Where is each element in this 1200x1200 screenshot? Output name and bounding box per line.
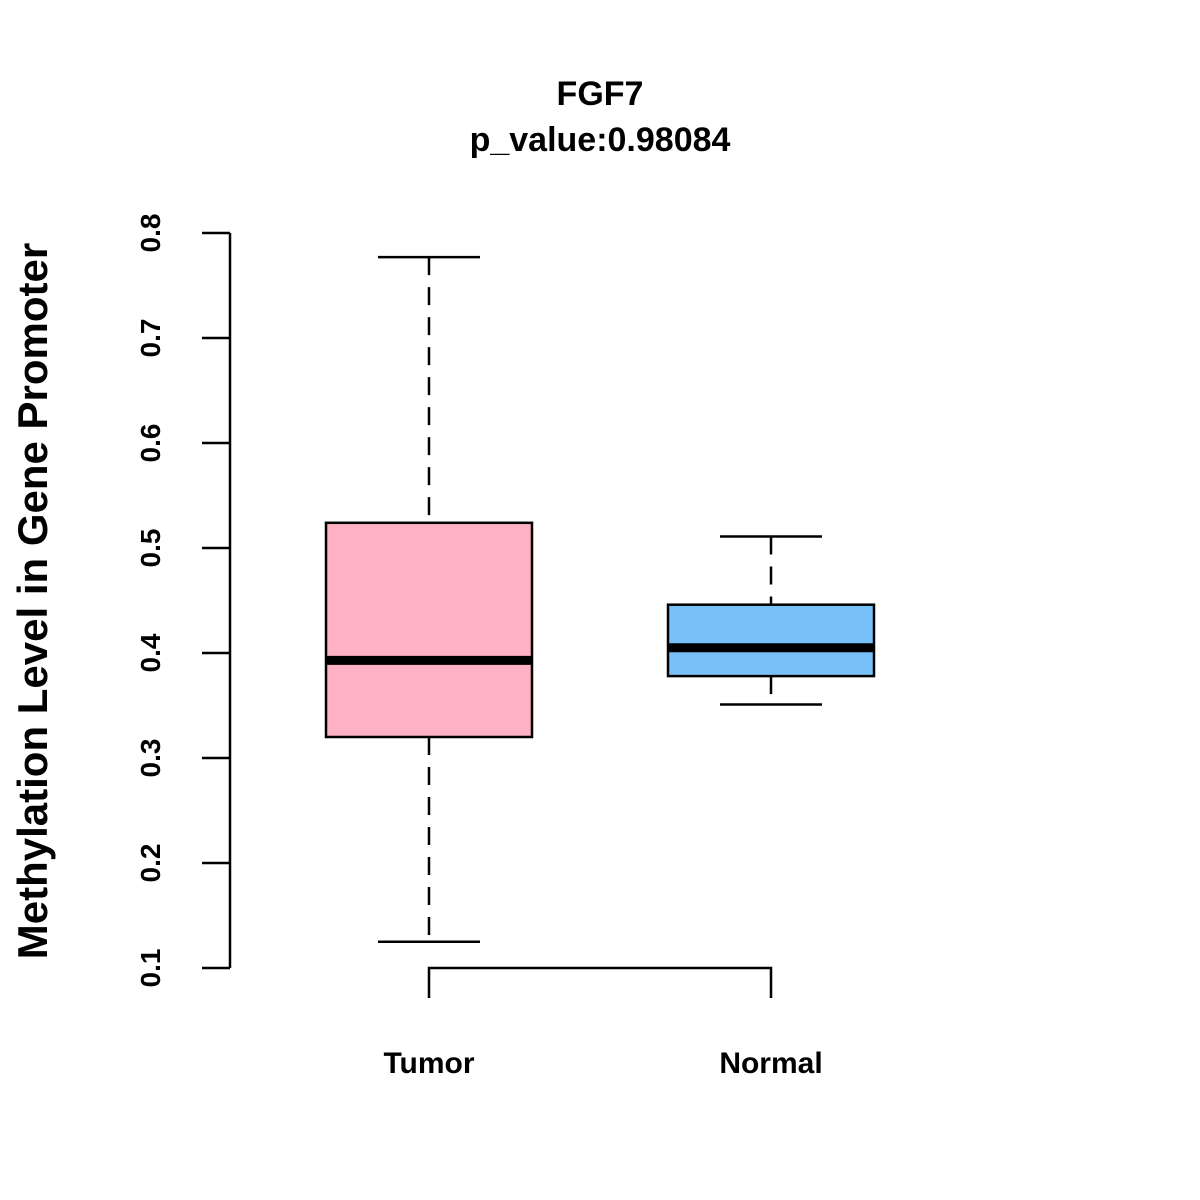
y-axis: 0.1 0.2 0.3 0.4 0.5 0.6 0.7 0.8 <box>135 214 232 988</box>
y-tick-label: 0.3 <box>135 739 166 778</box>
bracket-line <box>427 966 773 998</box>
y-tick-label: 0.1 <box>135 949 166 988</box>
x-label-normal: Normal <box>719 1047 822 1080</box>
box-body <box>666 603 876 678</box>
y-tick-label: 0.4 <box>135 633 166 672</box>
y-tick-label: 0.7 <box>135 319 166 358</box>
box-normal <box>666 535 876 706</box>
chart-subtitle: p_value:0.98084 <box>470 121 731 159</box>
x-label-tumor: Tumor <box>383 1047 474 1080</box>
y-axis-title: Methylation Level in Gene Promoter <box>9 243 56 959</box>
y-tick-label: 0.6 <box>135 424 166 463</box>
y-tick-label: 0.2 <box>135 844 166 883</box>
chart-title: FGF7 <box>557 75 644 113</box>
box-body <box>324 521 534 739</box>
y-tick-label: 0.8 <box>135 214 166 253</box>
y-tick-label: 0.5 <box>135 529 166 568</box>
comparison-bracket <box>427 966 773 998</box>
box-plots <box>324 255 876 943</box>
x-axis-labels: Tumor Normal <box>383 1047 822 1080</box>
box-tumor <box>324 255 534 943</box>
